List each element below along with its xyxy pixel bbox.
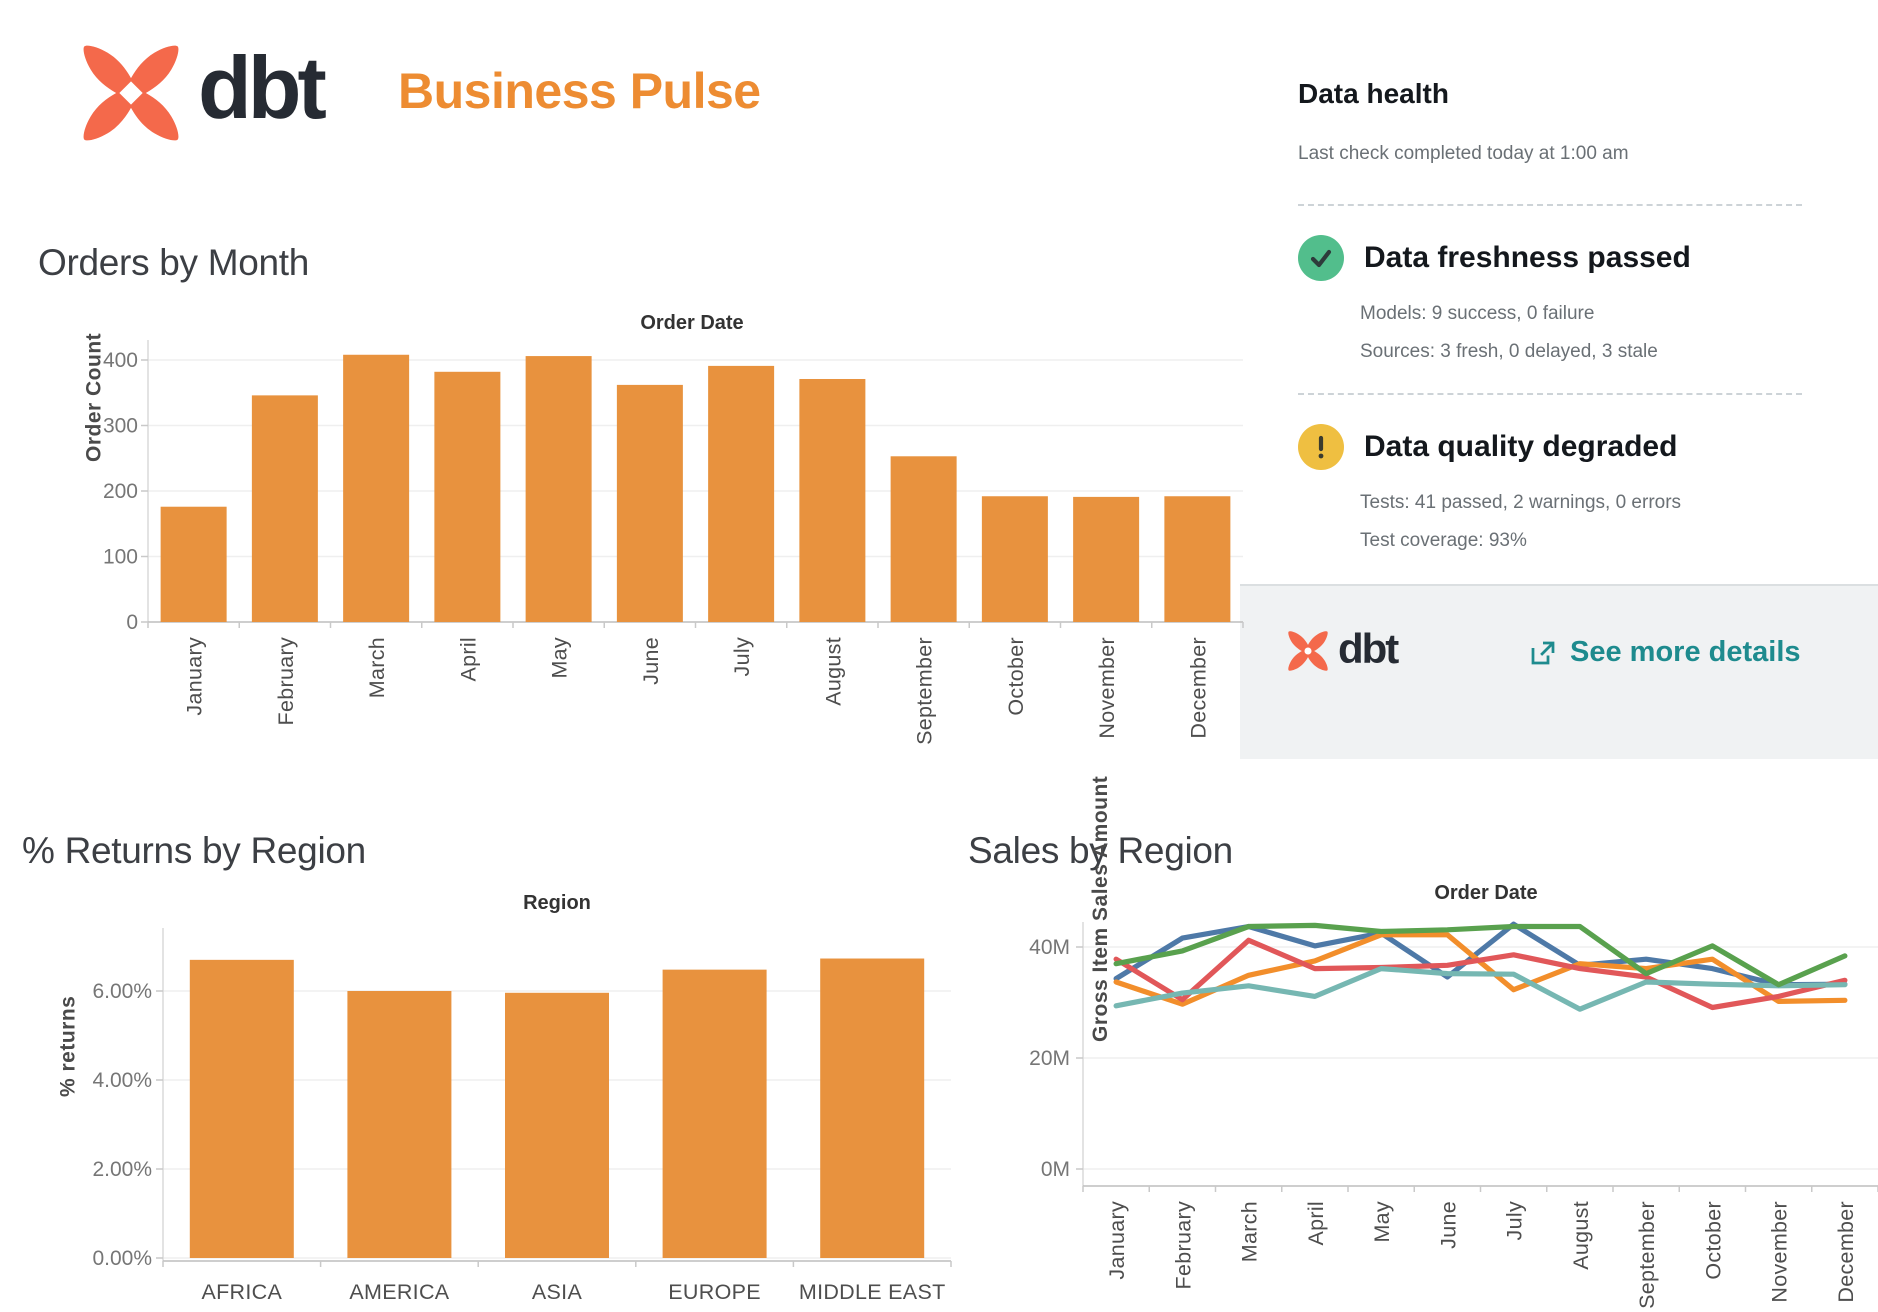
svg-text:May: May bbox=[1370, 1201, 1394, 1243]
svg-text:200: 200 bbox=[103, 480, 138, 503]
svg-text:November: November bbox=[1095, 637, 1119, 739]
freshness-models: Models: 9 success, 0 failure bbox=[1360, 303, 1595, 324]
dbt-logo-icon bbox=[83, 45, 179, 141]
svg-text:October: October bbox=[1004, 637, 1028, 716]
svg-text:February: February bbox=[274, 637, 298, 725]
svg-text:February: February bbox=[1171, 1201, 1195, 1289]
svg-text:November: November bbox=[1768, 1201, 1792, 1303]
svg-text:300: 300 bbox=[103, 415, 138, 438]
returns-bar-chart: 0.00% 2.00% 4.00% 6.00% AFRICA AMERICA ASIA EUR… bbox=[92, 928, 952, 1304]
svg-text:June: June bbox=[639, 637, 663, 685]
svg-text:August: August bbox=[821, 637, 845, 706]
quality-coverage: Test coverage: 93% bbox=[1360, 530, 1527, 551]
svg-text:0M: 0M bbox=[1041, 1158, 1070, 1181]
quality-tests: Tests: 41 passed, 2 warnings, 0 errors bbox=[1360, 492, 1682, 513]
see-more-details-label: See more details bbox=[1570, 636, 1801, 668]
svg-text:4.00%: 4.00% bbox=[92, 1069, 152, 1092]
sales-line-chart: 0M 20M 40M January February March April May June… bbox=[1029, 921, 1878, 1309]
returns-axis-title: Region bbox=[523, 892, 591, 914]
svg-text:MIDDLE EAST: MIDDLE EAST bbox=[799, 1280, 946, 1304]
divider bbox=[1298, 204, 1802, 206]
svg-text:40M: 40M bbox=[1029, 936, 1070, 959]
dbt-logo-text: dbt bbox=[198, 38, 327, 137]
svg-text:January: January bbox=[1105, 1201, 1129, 1280]
dbt-footer-logo: dbt bbox=[1286, 625, 1399, 674]
orders-bar-chart: 0 100 200 300 400 January February March April Ma… bbox=[103, 340, 1244, 745]
exclamation-icon bbox=[1298, 424, 1344, 470]
svg-text:October: October bbox=[1701, 1201, 1725, 1280]
svg-text:2.00%: 2.00% bbox=[92, 1158, 152, 1181]
check-icon bbox=[1298, 235, 1344, 281]
dbt-logo-text: dbt bbox=[1338, 625, 1399, 672]
svg-text:6.00%: 6.00% bbox=[92, 980, 152, 1003]
dbt-logo: dbt bbox=[78, 38, 327, 146]
see-more-details-link[interactable]: See more details bbox=[1528, 636, 1801, 669]
freshness-sources: Sources: 3 fresh, 0 delayed, 3 stale bbox=[1360, 341, 1658, 362]
svg-text:April: April bbox=[1304, 1201, 1328, 1246]
orders-chart-title: Orders by Month bbox=[38, 242, 310, 283]
sales-chart-title: Sales by Region bbox=[968, 830, 1233, 871]
data-health-subtitle: Last check completed today at 1:00 am bbox=[1298, 143, 1629, 164]
svg-text:0: 0 bbox=[126, 611, 138, 634]
orders-axis-title: Order Date bbox=[640, 312, 744, 334]
external-link-icon bbox=[1531, 641, 1555, 664]
svg-text:ASIA: ASIA bbox=[532, 1280, 583, 1304]
svg-text:March: March bbox=[1238, 1201, 1262, 1262]
svg-text:0.00%: 0.00% bbox=[92, 1247, 152, 1270]
svg-text:April: April bbox=[456, 637, 480, 682]
quality-status: Data quality degraded Tests: 41 passed, … bbox=[1298, 424, 1681, 552]
freshness-status: Data freshness passed Models: 9 success,… bbox=[1298, 235, 1691, 363]
svg-text:May: May bbox=[548, 637, 572, 679]
svg-text:AFRICA: AFRICA bbox=[201, 1280, 282, 1304]
dbt-logo-icon bbox=[1288, 631, 1328, 671]
svg-text:September: September bbox=[913, 637, 937, 745]
divider bbox=[1298, 393, 1802, 395]
quality-status-title: Data quality degraded bbox=[1364, 430, 1678, 463]
svg-text:September: September bbox=[1635, 1201, 1659, 1309]
svg-text:December: December bbox=[1186, 637, 1210, 739]
svg-text:August: August bbox=[1569, 1201, 1593, 1270]
svg-text:December: December bbox=[1834, 1201, 1858, 1303]
svg-text:January: January bbox=[183, 637, 207, 716]
returns-chart-title: % Returns by Region bbox=[22, 830, 366, 871]
svg-text:20M: 20M bbox=[1029, 1047, 1070, 1070]
svg-text:July: July bbox=[730, 637, 754, 676]
svg-text:EUROPE: EUROPE bbox=[668, 1280, 761, 1304]
svg-text:July: July bbox=[1503, 1201, 1527, 1240]
page-title: Business Pulse bbox=[398, 63, 761, 119]
svg-text:June: June bbox=[1436, 1201, 1460, 1249]
svg-text:March: March bbox=[365, 637, 389, 698]
svg-text:400: 400 bbox=[103, 349, 138, 372]
sales-axis-title: Order Date bbox=[1434, 882, 1538, 904]
freshness-status-title: Data freshness passed bbox=[1364, 241, 1691, 274]
svg-text:100: 100 bbox=[103, 546, 138, 569]
data-health-title: Data health bbox=[1298, 78, 1449, 109]
svg-text:AMERICA: AMERICA bbox=[349, 1280, 449, 1304]
data-health-footer: dbt See more details bbox=[1240, 584, 1878, 759]
